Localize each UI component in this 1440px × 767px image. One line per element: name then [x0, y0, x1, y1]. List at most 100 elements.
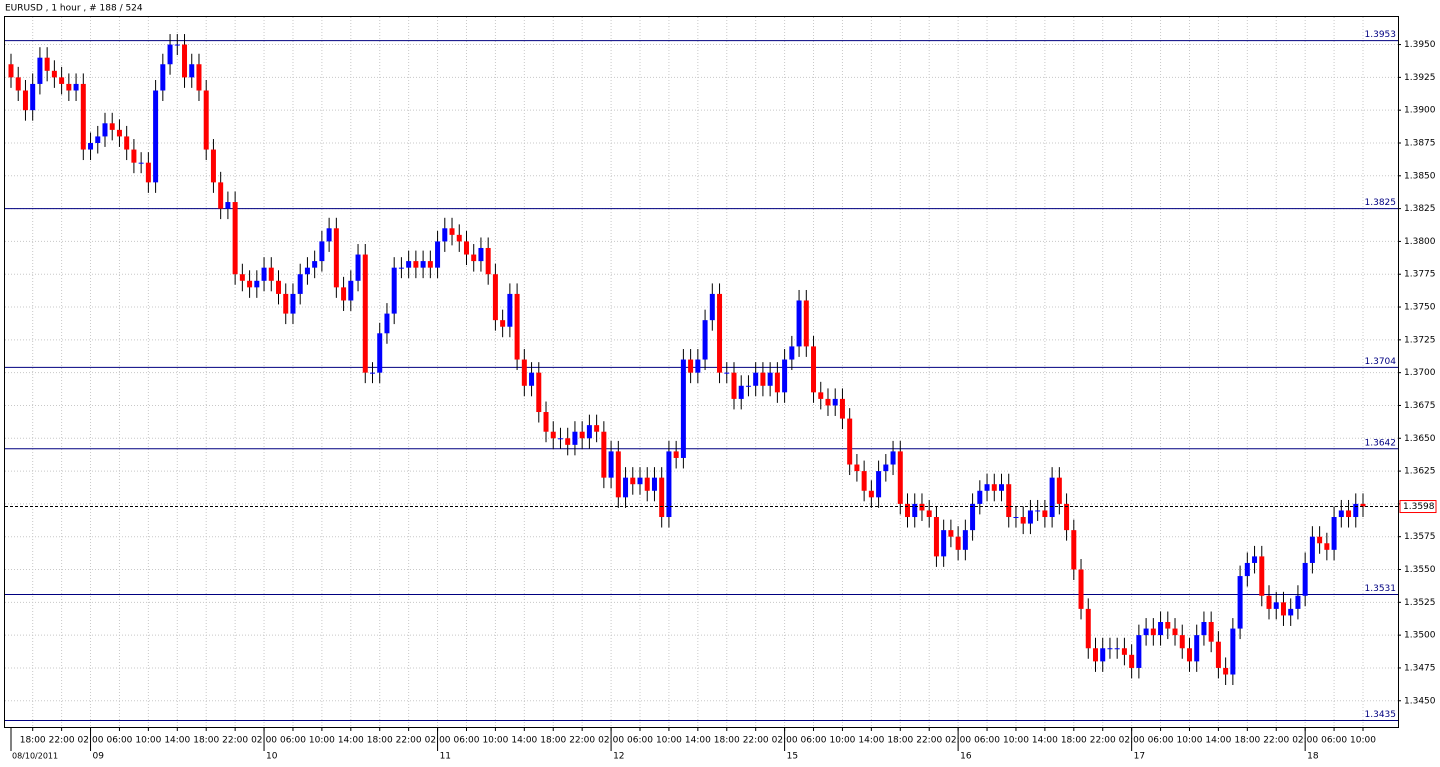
date-label: 12 — [613, 752, 624, 762]
candle-body — [355, 254, 361, 281]
candle-body — [1244, 562, 1250, 577]
y-tick-label: 1.3800 — [1404, 237, 1436, 247]
candle-body — [261, 267, 267, 281]
candle-body — [232, 202, 238, 275]
candle-body — [839, 398, 845, 419]
candle-body — [608, 451, 614, 478]
x-tick-label: 22:00 — [396, 736, 422, 746]
y-tick-label: 1.3650 — [1404, 434, 1436, 444]
candle-body — [738, 385, 744, 399]
x-tick-label: 22:00 — [916, 736, 942, 746]
x-tick-label: 06:00 — [454, 736, 480, 746]
candle-body — [124, 136, 130, 150]
candle-body — [832, 398, 838, 406]
candle-body — [753, 372, 759, 386]
x-tick-label: 14:00 — [1205, 736, 1231, 746]
candle-body — [673, 451, 679, 458]
x-tick-label: 18:00 — [1234, 736, 1260, 746]
candle-body — [283, 293, 289, 314]
y-tick-label: 1.3725 — [1404, 335, 1436, 345]
x-tick-label: 22:00 — [1263, 736, 1289, 746]
candle-body — [1259, 556, 1265, 596]
candle-body — [724, 372, 730, 374]
x-tick-label: 10:00 — [656, 736, 682, 746]
y-tick-label: 1.3900 — [1404, 106, 1436, 116]
candle-body — [926, 510, 932, 518]
candle-body — [59, 77, 65, 84]
candle-body — [138, 162, 144, 164]
candle-body — [341, 287, 347, 301]
candle-body — [695, 359, 701, 373]
candle-body — [326, 228, 332, 242]
x-tick-label: 18:00 — [20, 736, 46, 746]
candle-body — [312, 261, 318, 268]
date-label: 15 — [787, 752, 798, 762]
candle-body — [651, 477, 657, 491]
date-label: 08/10/2011 — [12, 752, 58, 761]
candle-body — [1353, 503, 1359, 518]
candle-body — [948, 530, 954, 537]
x-tick-label: 14:00 — [858, 736, 884, 746]
y-tick-label: 1.3575 — [1404, 532, 1436, 542]
candle-body — [239, 274, 245, 281]
candle-body — [1194, 635, 1200, 662]
candle-body — [1158, 622, 1164, 636]
candle-body — [377, 333, 383, 373]
candle-body — [861, 471, 867, 491]
candle-body — [500, 320, 506, 327]
candle-body — [1309, 536, 1315, 563]
candle-body — [268, 267, 274, 281]
candle-body — [37, 57, 43, 84]
candle-body — [984, 484, 990, 491]
candle-body — [955, 536, 961, 550]
candle-body — [514, 293, 520, 360]
candle-body — [348, 280, 354, 301]
x-tick-label: 22:00 — [222, 736, 248, 746]
candle-body — [905, 503, 911, 518]
candle-body — [941, 530, 947, 557]
x-tick-label: 18:00 — [540, 736, 566, 746]
candle-body — [565, 438, 571, 445]
candle-body — [1295, 595, 1301, 609]
x-tick-label: 18:00 — [193, 736, 219, 746]
candle-body — [1027, 510, 1033, 524]
candle-body — [254, 280, 260, 288]
candle-body — [1273, 602, 1279, 609]
candle-body — [991, 484, 997, 491]
chart-title: EURUSD , 1 hour , # 188 / 524 — [5, 4, 143, 14]
level-label: 1.3531 — [1365, 584, 1397, 594]
x-tick-label: 10:00 — [135, 736, 161, 746]
candle-body — [1324, 543, 1330, 550]
x-tick-label: 06:00 — [974, 736, 1000, 746]
candle-body — [709, 293, 715, 321]
x-tick-label: 06:00 — [106, 736, 132, 746]
candle-body — [95, 136, 101, 143]
candle-body — [680, 359, 686, 458]
candle-body — [745, 385, 751, 387]
x-tick-label: 18:00 — [367, 736, 393, 746]
candle-body — [471, 254, 477, 262]
candle-body — [1013, 517, 1019, 519]
candle-body — [594, 425, 600, 432]
candle-body — [420, 261, 426, 268]
date-label: 16 — [960, 752, 972, 762]
y-tick-label: 1.3875 — [1404, 138, 1436, 148]
candle-body — [109, 123, 115, 130]
candle-body — [391, 267, 397, 314]
candle-body — [319, 241, 325, 262]
candle-body — [1064, 503, 1070, 531]
candle-body — [731, 372, 737, 399]
candle-body — [1078, 569, 1084, 609]
candle-body — [218, 182, 224, 209]
candle-body — [789, 346, 795, 360]
candle-body — [1288, 608, 1294, 616]
candle-body — [1208, 622, 1214, 642]
x-tick-label: 22:00 — [743, 736, 769, 746]
level-label: 1.3704 — [1365, 357, 1397, 367]
candle-body — [1360, 503, 1366, 507]
candle-body — [782, 359, 788, 393]
candle-body — [1092, 648, 1098, 662]
candle-body — [1056, 477, 1062, 504]
date-label: 17 — [1134, 752, 1145, 762]
y-tick-label: 1.3475 — [1404, 663, 1436, 673]
